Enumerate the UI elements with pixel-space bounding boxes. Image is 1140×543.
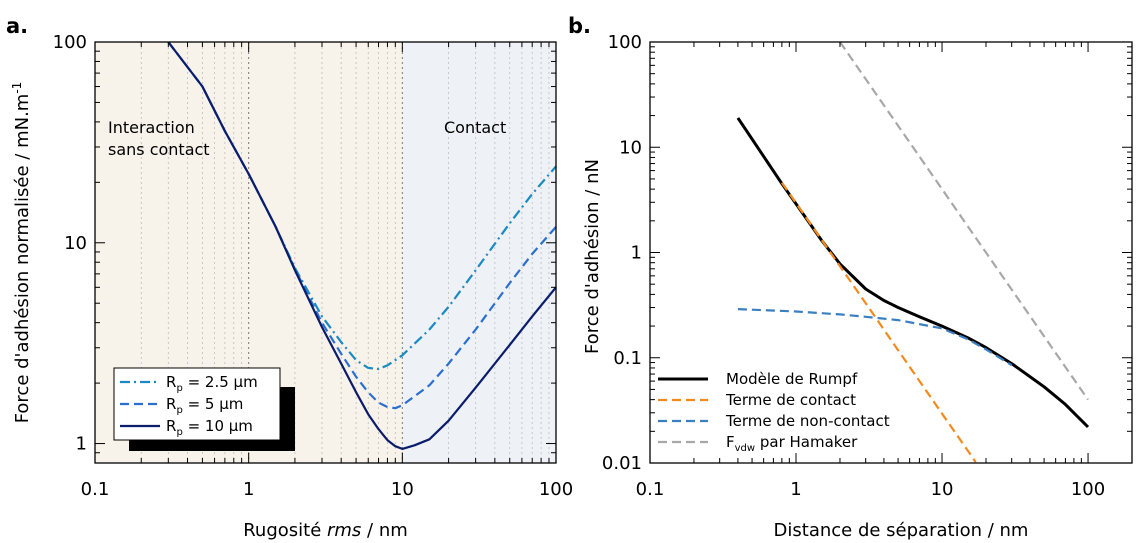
legend-label: Terme de contact [725,391,856,409]
tick-labels: 0.1 1 10 100 1 10 100 [53,32,574,500]
legend: Modèle de Rumpf Terme de contact Terme de … [658,370,890,454]
x-tick-label: 0.1 [81,479,110,500]
panel-label: b. [568,14,591,38]
y-tick-label: 0.01 [602,453,642,474]
y-tick-label: 100 [608,32,642,53]
region-2 [402,42,556,463]
legend-label: Modèle de Rumpf [726,370,858,388]
panel-label: a. [6,14,28,38]
region-label: Interaction [108,118,195,137]
x-tick-label: 0.1 [636,479,665,500]
legend-label: Rp = 5 µm [166,395,243,416]
x-tick-label: 100 [1071,479,1105,500]
legend-label: Fvdw par Hamaker [726,433,858,454]
x-tick-label: 10 [931,479,954,500]
panel-a: 0.1 1 10 100 1 10 100 Interaction sans contact C… [6,14,573,541]
series-lines [167,41,557,450]
tick-marks [649,41,1133,464]
x-tick-label: 1 [790,479,801,500]
legend-label: Terme de non-contact [725,412,890,430]
y-tick-label: 1 [76,434,87,455]
series-line-3 [737,308,1013,367]
x-tick-label: 1 [243,479,254,500]
y-tick-label: 1 [631,243,642,264]
legend-label: Rp = 2.5 µm [166,373,258,394]
x-tick-label: 100 [539,479,573,500]
y-axis-title: Force d'adhésion / nN [582,159,603,354]
x-axis-title: Distance de séparation / nm [774,520,1029,541]
series-line-4 [839,41,1089,401]
y-axis-title: Force d'adhésion normalisée / mN.m-1 [10,82,33,424]
tick-labels: 0.1 1 10 100 0.01 0.1 1 10 100 [602,32,1105,500]
series-line-2 [167,41,557,410]
series-lines [736,41,1090,463]
region-label: sans contact [108,140,210,159]
x-axis-title: Rugosité rms / nm [243,520,408,541]
series-line-2 [780,182,977,463]
x-tick-label: 10 [391,479,414,500]
y-tick-label: 100 [53,32,87,53]
plot-frame [94,41,557,464]
tick-marks [94,41,557,464]
region-labels: Interaction sans contact Contact [108,118,506,159]
region-label: Contact [444,118,506,137]
panel-b: 0.1 1 10 100 0.01 0.1 1 10 100 Modèle de Rumpf Te… [568,14,1133,541]
series-line-3 [167,41,557,450]
y-tick-label: 0.1 [613,348,642,369]
legend-label: Rp = 10 µm [166,417,253,438]
y-tick-label: 10 [64,233,87,254]
y-tick-label: 10 [619,137,642,158]
